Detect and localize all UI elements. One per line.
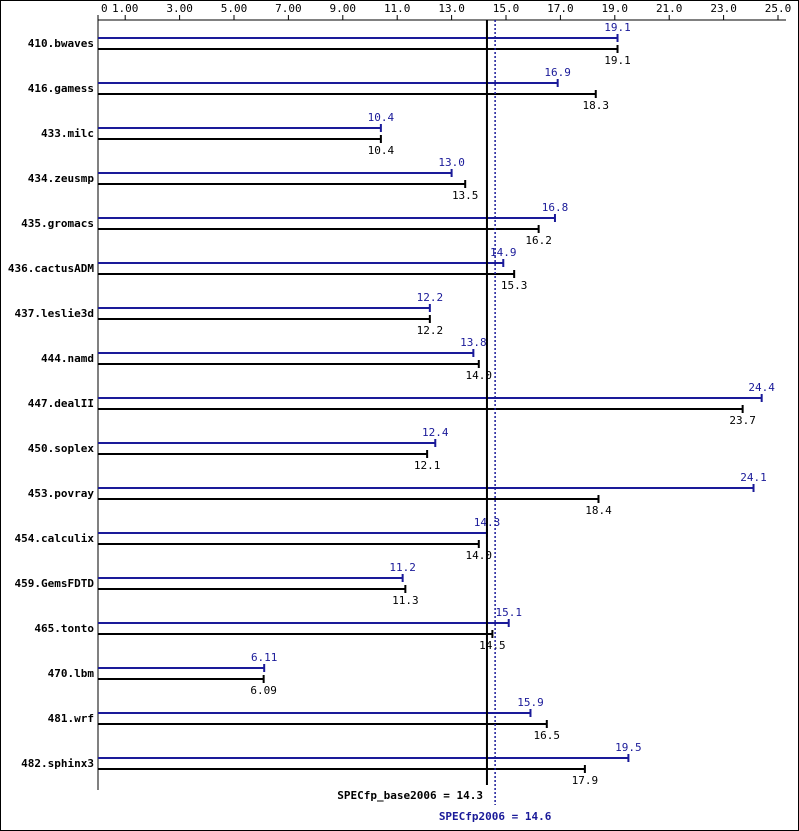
value-label: 19.1 xyxy=(604,21,631,34)
x-tick-label: 19.0 xyxy=(602,2,629,15)
category-label: 444.namd xyxy=(41,352,94,365)
value-label: 19.1 xyxy=(604,54,631,67)
value-label: 12.4 xyxy=(422,426,449,439)
value-label: 19.5 xyxy=(615,741,642,754)
value-label: 6.11 xyxy=(251,651,278,664)
x-tick-label: 13.0 xyxy=(438,2,465,15)
category-label: 482.sphinx3 xyxy=(21,757,94,770)
value-label: 15.3 xyxy=(501,279,528,292)
value-label: 18.3 xyxy=(583,99,610,112)
value-label: 13.5 xyxy=(452,189,479,202)
reference-label: SPECfp2006 = 14.6 xyxy=(439,810,552,823)
category-label: 437.leslie3d xyxy=(15,307,94,320)
x-tick-label: 0 xyxy=(101,2,108,15)
value-label: 18.4 xyxy=(585,504,612,517)
category-label: 459.GemsFDTD xyxy=(15,577,95,590)
category-label: 447.dealII xyxy=(28,397,94,410)
category-label: 470.lbm xyxy=(48,667,95,680)
value-label: 13.0 xyxy=(438,156,465,169)
value-label: 13.8 xyxy=(460,336,487,349)
value-label: 10.4 xyxy=(368,111,395,124)
x-tick-label: 3.00 xyxy=(166,2,193,15)
x-tick-label: 7.00 xyxy=(275,2,302,15)
x-tick-label: 5.00 xyxy=(221,2,248,15)
value-label: 17.9 xyxy=(572,774,599,787)
category-label: 481.wrf xyxy=(48,712,94,725)
value-label: 16.2 xyxy=(525,234,552,247)
value-label: 6.09 xyxy=(250,684,277,697)
value-label: 10.4 xyxy=(368,144,395,157)
x-tick-label: 17.0 xyxy=(547,2,574,15)
category-label: 433.milc xyxy=(41,127,94,140)
value-label: 14.9 xyxy=(490,246,517,259)
category-label: 436.cactusADM xyxy=(8,262,94,275)
value-label: 14.0 xyxy=(466,549,493,562)
value-label: 14.0 xyxy=(466,369,493,382)
x-tick-label: 15.0 xyxy=(493,2,520,15)
value-label: 24.1 xyxy=(740,471,767,484)
category-label: 450.soplex xyxy=(28,442,95,455)
category-label: 416.gamess xyxy=(28,82,94,95)
value-label: 15.1 xyxy=(495,606,522,619)
value-label: 16.9 xyxy=(544,66,571,79)
x-tick-label: 9.00 xyxy=(330,2,357,15)
value-label: 12.2 xyxy=(417,324,444,337)
x-tick-label: 1.00 xyxy=(112,2,139,15)
value-label: 15.9 xyxy=(517,696,544,709)
x-tick-label: 25.0 xyxy=(765,2,792,15)
category-label: 410.bwaves xyxy=(28,37,94,50)
x-tick-label: 23.0 xyxy=(710,2,737,15)
category-label: 434.zeusmp xyxy=(28,172,95,185)
value-label: 24.4 xyxy=(748,381,775,394)
category-label: 435.gromacs xyxy=(21,217,94,230)
value-label: 11.3 xyxy=(392,594,419,607)
category-label: 453.povray xyxy=(28,487,95,500)
value-label: 12.1 xyxy=(414,459,441,472)
value-label: 16.5 xyxy=(534,729,561,742)
category-label: 465.tonto xyxy=(34,622,94,635)
x-tick-label: 11.0 xyxy=(384,2,411,15)
reference-label: SPECfp_base2006 = 14.3 xyxy=(337,789,483,802)
x-tick-label: 21.0 xyxy=(656,2,683,15)
value-label: 12.2 xyxy=(417,291,444,304)
value-label: 14.5 xyxy=(479,639,506,652)
value-label: 23.7 xyxy=(729,414,756,427)
value-label: 16.8 xyxy=(542,201,569,214)
value-label: 11.2 xyxy=(389,561,416,574)
category-label: 454.calculix xyxy=(15,532,95,545)
